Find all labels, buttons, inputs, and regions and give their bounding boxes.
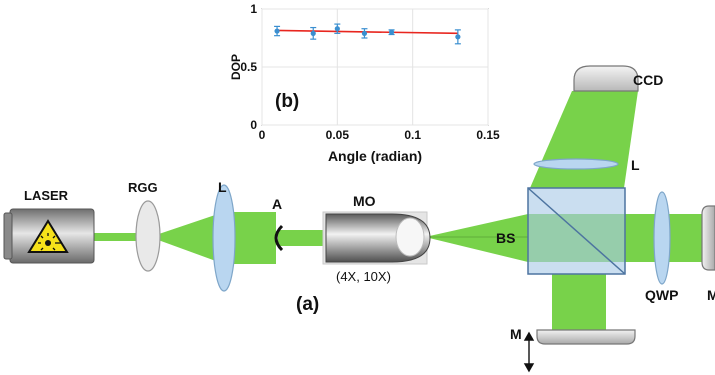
beam-to-mirror-bottom	[552, 274, 606, 330]
objective-front-glass	[395, 217, 425, 257]
laser-warning-icon-center	[45, 240, 51, 246]
chart-x-tick-label: 0.15	[476, 128, 500, 142]
beam-to-ccd	[530, 91, 638, 188]
chart-y-tick-label: 0	[250, 118, 257, 132]
beam-diverging	[150, 212, 224, 264]
mirror-bottom	[536, 329, 636, 345]
rotating-ground-glass	[135, 200, 161, 272]
chart-ticks: 0 0.05 0.1 0.15 0 0.5 1	[240, 2, 500, 142]
chart-data-point	[310, 30, 316, 36]
label-beam-splitter: BS	[496, 230, 515, 246]
beam-splitter-diagonal	[527, 187, 626, 275]
label-qwp: QWP	[645, 287, 678, 303]
beam-after-aperture	[278, 230, 328, 246]
label-mirror-bottom: M	[510, 326, 522, 342]
lens-left	[212, 184, 236, 292]
beam-splitter	[527, 187, 626, 275]
chart-x-tick-label: 0.1	[404, 128, 421, 142]
label-lens-left: L	[218, 179, 227, 195]
label-objective: MO	[353, 193, 376, 209]
chart-y-tick-label: 1	[250, 2, 257, 16]
chart-data-point	[455, 34, 461, 40]
microscope-objective	[322, 211, 431, 265]
chart-data-point	[274, 28, 280, 34]
chart-grid	[261, 8, 489, 126]
label-mirror-right: M	[707, 287, 715, 303]
laser-warning-icon	[27, 219, 69, 253]
beam-laser-to-rgg	[93, 233, 151, 241]
quarter-wave-plate	[653, 191, 671, 285]
dop-chart: 0 0.05 0.1 0.15 0 0.5 1 (b) Angle (radian) DOP	[229, 2, 500, 164]
chart-fit-line	[277, 29, 458, 35]
chart-data-point	[334, 26, 340, 32]
laser	[3, 208, 95, 264]
laser-cap	[3, 212, 13, 260]
label-panel-a: (a)	[296, 294, 319, 315]
beam-objective-output	[425, 214, 528, 262]
label-lens-top: L	[631, 157, 640, 173]
chart-x-tick-label: 0	[259, 128, 266, 142]
mirror-right	[701, 205, 715, 271]
chart-y-tick-label: 0.5	[240, 60, 257, 74]
label-magnification: (4X, 10X)	[336, 269, 391, 284]
chart-x-tick-label: 0.05	[326, 128, 350, 142]
translation-arrow	[523, 331, 535, 373]
aperture	[274, 224, 284, 252]
chart-points	[274, 23, 461, 45]
ccd-camera	[573, 65, 639, 92]
lens-top	[533, 158, 619, 170]
chart-x-axis-label: Angle (radian)	[328, 148, 422, 164]
chart-fit	[277, 29, 458, 35]
label-ccd: CCD	[633, 72, 663, 88]
chart-y-axis-label: DOP	[229, 54, 243, 80]
label-laser: LASER	[24, 188, 69, 203]
chart-data-point	[388, 29, 395, 35]
chart-data-point	[361, 30, 368, 36]
label-aperture: A	[272, 196, 282, 212]
chart-panel-label: (b)	[275, 91, 299, 112]
label-rgg: RGG	[128, 180, 158, 195]
